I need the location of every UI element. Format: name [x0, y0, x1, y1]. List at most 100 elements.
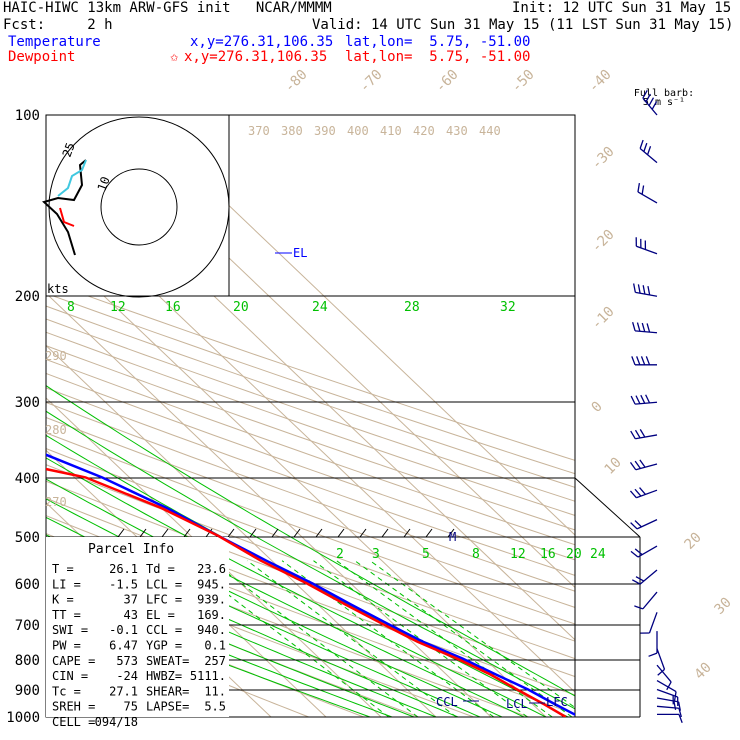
dewpoint-legend: Dewpoint — [8, 49, 76, 65]
wind-barb-flag — [642, 285, 646, 295]
dry-adiabat-line — [46, 318, 575, 502]
hatch-tick — [161, 528, 169, 538]
parcel-param-value: -1.5 — [109, 577, 138, 591]
pressure-label-200: 200 — [15, 289, 40, 305]
isotherm-label: -30 — [589, 144, 618, 173]
parcel-info-box — [46, 537, 229, 717]
wind-barb-flag — [630, 395, 636, 405]
dry-adiabat-line — [46, 401, 575, 592]
moist-adiabat-line — [46, 385, 575, 697]
hatch-tick — [315, 528, 323, 538]
dry-adiabat-line — [46, 480, 575, 678]
theta-label: 430 — [446, 124, 468, 138]
wind-barb-flag — [635, 576, 645, 582]
parcel-param-value: 11. — [204, 684, 226, 698]
wind-barb — [648, 612, 658, 634]
wind-barb — [656, 705, 679, 709]
temperature-latlon: lat,lon= 5.75, -51.00 — [345, 34, 531, 50]
pressure-label-600: 600 — [15, 577, 40, 593]
mixing-ratio-lower-label: 24 — [590, 547, 606, 562]
parcel-param-value: 75 — [124, 700, 138, 714]
mixing-ratio-lower-label: 2 — [336, 547, 344, 562]
wind-barb-flag — [635, 395, 641, 405]
wind-barb-flag — [631, 579, 641, 585]
wind-barb-flag — [645, 394, 651, 404]
mixing-ratio-line — [246, 560, 457, 717]
parcel-param-value: 945. — [197, 577, 226, 591]
mixing-ratio-upper-label: 8 — [67, 300, 75, 315]
dewpoint-latlon: lat,lon= 5.75, -51.00 — [345, 49, 531, 65]
mixing-ratio-upper-label: 16 — [165, 300, 181, 315]
parcel-param-value: 5.5 — [204, 700, 226, 714]
parcel-param-name: PW = — [52, 639, 81, 653]
parcel-param-value: 940. — [197, 623, 226, 637]
pressure-label-100: 100 — [15, 108, 40, 124]
theta-side-label: 280 — [45, 423, 67, 437]
wind-barb-flag — [637, 182, 641, 193]
dry-adiabat-line — [46, 432, 575, 625]
wind-barb — [635, 291, 658, 297]
hatch-tick — [447, 528, 455, 538]
isotherm-label: 10 — [602, 455, 625, 478]
wind-barb — [656, 648, 666, 670]
wind-barb-flag — [648, 652, 658, 657]
wind-barb — [642, 97, 658, 116]
mixing-ratio-line — [369, 560, 575, 709]
dry-adiabat-line — [46, 305, 575, 488]
parcel-param-value: 094/18 — [95, 715, 138, 729]
wind-barb — [656, 688, 678, 698]
wind-barb-flag — [645, 356, 651, 366]
hatch-tick — [183, 528, 191, 538]
mixing-ratio-lower-label: 8 — [472, 547, 480, 562]
isotherm-label: 30 — [712, 595, 735, 618]
parcel-param-value: 939. — [197, 593, 226, 607]
dry-adiabat-line — [46, 292, 575, 475]
wind-barb-flag — [640, 356, 646, 366]
parcel-param-value: 23.6 — [197, 562, 226, 576]
wind-barb-flag — [642, 89, 648, 99]
mixing-ratio-line — [210, 560, 419, 717]
wind-barb-flag — [639, 487, 646, 495]
wind-barb-flag — [634, 488, 642, 497]
wind-barb — [635, 330, 658, 334]
dewpoint-star-icon: ✩ — [170, 49, 179, 65]
wind-barb-flag — [645, 93, 651, 103]
pressure-label-500: 500 — [15, 530, 40, 546]
m-label: M — [449, 530, 456, 544]
isotherm-label: -70 — [357, 67, 386, 96]
wind-barb-flag — [632, 322, 636, 332]
parcel-param-name: CAPE = — [52, 654, 95, 668]
wind-barb-flag — [646, 323, 651, 333]
wind-barb — [636, 519, 658, 530]
wind-barb-flag — [641, 185, 645, 195]
parcel-param-value: 5111. — [190, 669, 226, 683]
wind-barb-flag — [643, 142, 648, 152]
wind-barb-flag — [651, 101, 658, 110]
parcel-param-value: 37 — [124, 593, 138, 607]
parcel-param-value: 26.1 — [109, 562, 138, 576]
frame-diagonal — [574, 477, 641, 538]
pressure-label-800: 800 — [15, 653, 40, 669]
wind-barb — [635, 434, 658, 440]
isotherm-line — [46, 240, 547, 717]
hatch-tick — [337, 528, 345, 538]
dry-adiabat-line — [46, 448, 575, 642]
wind-barb-flag — [636, 322, 641, 332]
parcel-param-name: SWEAT= — [146, 654, 189, 668]
dry-adiabat-line — [46, 387, 575, 576]
theta-label: 410 — [380, 124, 402, 138]
parcel-param-value: 573 — [116, 654, 138, 668]
isotherm-label: -60 — [433, 67, 462, 96]
dewpoint-xy: x,y=276.31,106.35 — [184, 49, 328, 65]
wind-barb-flag — [636, 356, 641, 366]
isotherm-label: -10 — [589, 304, 618, 333]
hodograph-trace-red — [59, 207, 75, 227]
mixing-ratio-lower-label: 20 — [566, 547, 582, 562]
wind-barb-flag — [634, 429, 641, 439]
hodograph-ring-label: 25 — [60, 141, 78, 159]
wind-barb-flag — [657, 668, 665, 676]
isotherm-label: 20 — [682, 530, 705, 553]
valid-time: Valid: 14 UTC Sun 31 May 15 (11 LST Sun … — [312, 17, 734, 33]
parcel-param-name: LCL = — [146, 577, 182, 591]
